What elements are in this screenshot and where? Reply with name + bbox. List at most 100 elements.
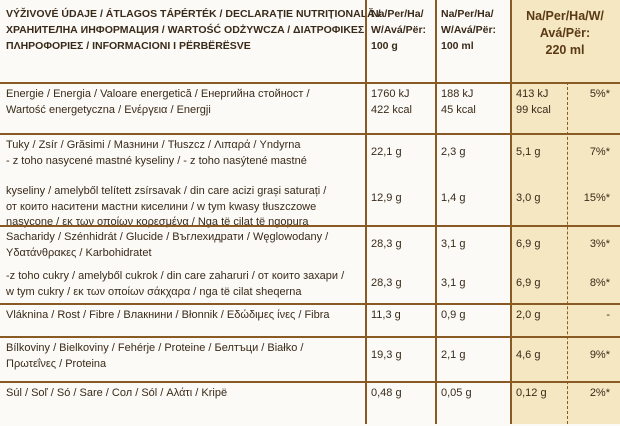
text-line: 0,05 g	[441, 387, 472, 399]
value-220ml: 6,9 g	[510, 273, 567, 312]
value-220ml: 2,0 g	[510, 305, 567, 338]
text-line: 11,3 g	[371, 309, 401, 321]
text-line: 22,1 g	[371, 146, 402, 158]
text-line: Súl / Soľ / Só / Sare / Сол / Sól / Αλάτ…	[6, 387, 228, 399]
reference-intake: 2%*	[589, 387, 610, 399]
text-line: 1,4 g	[441, 192, 466, 204]
text-line: 413 kJ	[516, 88, 549, 100]
row-rule	[0, 133, 620, 135]
text-line: 12,9 g	[371, 192, 402, 204]
value-100g: 28,3 g	[365, 273, 435, 312]
text-line: 3,1 g	[441, 238, 466, 250]
reference-intake: 15%*	[583, 192, 610, 204]
text-line: Na/Per/Ha/	[371, 8, 424, 20]
text-line: 3,1 g	[441, 277, 466, 289]
text-line: Vláknina / Rost / Fibre / Влакнини / Bło…	[6, 309, 330, 321]
text-line: 28,3 g	[371, 238, 402, 250]
text-line: 1760 kJ	[371, 88, 410, 100]
text-line: от които наситени мастни киселини / w ty…	[6, 200, 317, 213]
text-line: W/Avá/Për:	[441, 24, 497, 36]
text-line: 6,9 g	[516, 238, 541, 250]
value-220ml: 6,9 g	[510, 234, 567, 273]
value-220ml: 413 kJ 99 kcal	[510, 84, 567, 135]
column-rule	[510, 0, 512, 424]
header-per-220ml: Na/Per/Ha/W/Avá/Për: 220 ml	[510, 0, 620, 82]
text-line: 6,9 g	[516, 277, 541, 289]
text-line: 45 kcal	[441, 103, 476, 116]
value-100ml: 1,4 g	[435, 188, 510, 234]
text-line: VÝŽIVOVÉ ÚDAJE / ÁTLAGOS TÁPÉRTÉK / DECL…	[6, 8, 381, 20]
value-100g: 19,3 g	[365, 345, 435, 390]
row-rule	[0, 225, 620, 227]
text-line: 3,0 g	[516, 192, 541, 204]
header-per-100g: Na/Per/Ha/W/Avá/Për: 100 g	[365, 0, 435, 82]
column-rule	[365, 0, 367, 424]
value-100g: 11,3 g	[365, 305, 435, 338]
row-rule	[0, 303, 620, 305]
value-220ml: 4,6 g	[510, 345, 567, 390]
row-rule	[0, 336, 620, 338]
value-100ml: 0,9 g	[435, 305, 510, 338]
text-line: 2,1 g	[441, 349, 466, 361]
row-rule	[0, 82, 620, 84]
value-100g: 28,3 g	[365, 234, 435, 273]
text-line: 99 kcal	[516, 103, 551, 116]
text-line: 0,48 g	[371, 387, 402, 399]
text-line: 100 g	[371, 40, 398, 52]
value-220ml: 5,1 g	[510, 142, 567, 188]
text-line: 28,3 g	[371, 277, 402, 289]
nutrient-label: Súl / Soľ / Só / Sare / Сол / Sól / Αλάτ…	[0, 383, 365, 426]
nutrient-label: Sacharidy / Szénhidrát / Glucide / Въгле…	[0, 227, 365, 266]
nutrient-label: Bílkoviny / Bielkoviny / Fehérje / Prote…	[0, 338, 365, 383]
text-line: ХРАНИТЕЛНА ИНФОРМАЦИЯ / WARTOŚĆ ODŻYWCZA…	[6, 24, 365, 36]
value-100ml: 3,1 g	[435, 273, 510, 312]
value-100ml: 0,05 g	[435, 383, 510, 426]
text-line: Πρωτεΐνες / Proteina	[6, 357, 107, 370]
nutrient-label: -z toho cukry / amelyből cukrok / din ca…	[0, 266, 365, 305]
text-line: - z toho nasycené mastné kyseliny / - z …	[6, 154, 307, 167]
header-per-100ml: Na/Per/Ha/W/Avá/Për: 100 ml	[435, 0, 510, 82]
row-rule	[0, 381, 620, 383]
text-line: 4,6 g	[516, 349, 541, 361]
text-line: 19,3 g	[371, 349, 402, 361]
header-label: VÝŽIVOVÉ ÚDAJE / ÁTLAGOS TÁPÉRTÉK / DECL…	[0, 0, 381, 82]
text-line: 0,12 g	[516, 387, 547, 399]
reference-intake: 9%*	[589, 349, 610, 361]
text-line: W/Avá/Për:	[371, 24, 427, 36]
text-line: -z toho cukry / amelyből cukrok / din ca…	[6, 270, 345, 282]
nutrient-label: Vláknina / Rost / Fibre / Влакнини / Bło…	[0, 305, 365, 338]
value-220ml: 3,0 g	[510, 188, 567, 234]
text-line: Wartość energetyczna / Ενέργεια / Energj…	[6, 103, 211, 116]
value-100ml: 2,1 g	[435, 345, 510, 390]
text-line: Energie / Energia / Valoare energetică /…	[6, 88, 310, 100]
text-line: Bílkoviny / Bielkoviny / Fehérje / Prote…	[6, 342, 304, 354]
text-line: w tym cukry / εκ των οποίων σάκχαρα / ng…	[6, 285, 302, 298]
value-220ml: 0,12 g	[510, 383, 567, 426]
text-line: 422 kcal	[371, 103, 412, 116]
value-100g: 12,9 g	[365, 188, 435, 234]
reference-intake: 7%*	[589, 146, 610, 158]
column-rule	[435, 0, 437, 424]
value-100ml: 2,3 g	[435, 142, 510, 188]
text-line: Avá/Për:	[539, 26, 591, 40]
text-line: 0,9 g	[441, 309, 466, 321]
text-line: 100 ml	[441, 40, 474, 52]
reference-intake: 5%*	[589, 88, 610, 100]
text-line: ΠΛΗΡΟΦΟΡΙΕΣ / INFORMACIONI I PËRBËRËSVE	[6, 40, 251, 52]
nutrient-label: Tuky / Zsír / Grăsimi / Мазнини / Tłuszc…	[0, 135, 365, 181]
reference-intake: 3%*	[589, 238, 610, 250]
nutrient-label: Energie / Energia / Valoare energetică /…	[0, 84, 365, 135]
value-100ml: 188 kJ 45 kcal	[435, 84, 510, 135]
text-line: Na/Per/Ha/	[441, 8, 494, 20]
value-100g: 0,48 g	[365, 383, 435, 426]
text-line: Sacharidy / Szénhidrát / Glucide / Въгле…	[6, 231, 329, 243]
text-line: Tuky / Zsír / Grăsimi / Мазнини / Tłuszc…	[6, 139, 301, 151]
nutrient-label: kyseliny / amelyből telített zsírsavak /…	[0, 181, 365, 228]
text-line: 5,1 g	[516, 146, 541, 158]
reference-intake: 8%*	[589, 277, 610, 289]
value-100g: 1760 kJ 422 kcal	[365, 84, 435, 135]
text-line: 2,3 g	[441, 146, 466, 158]
text-line: Na/Per/Ha/W/	[526, 9, 604, 23]
text-line: Υδατάνθρακες / Karbohidratet	[6, 246, 152, 259]
